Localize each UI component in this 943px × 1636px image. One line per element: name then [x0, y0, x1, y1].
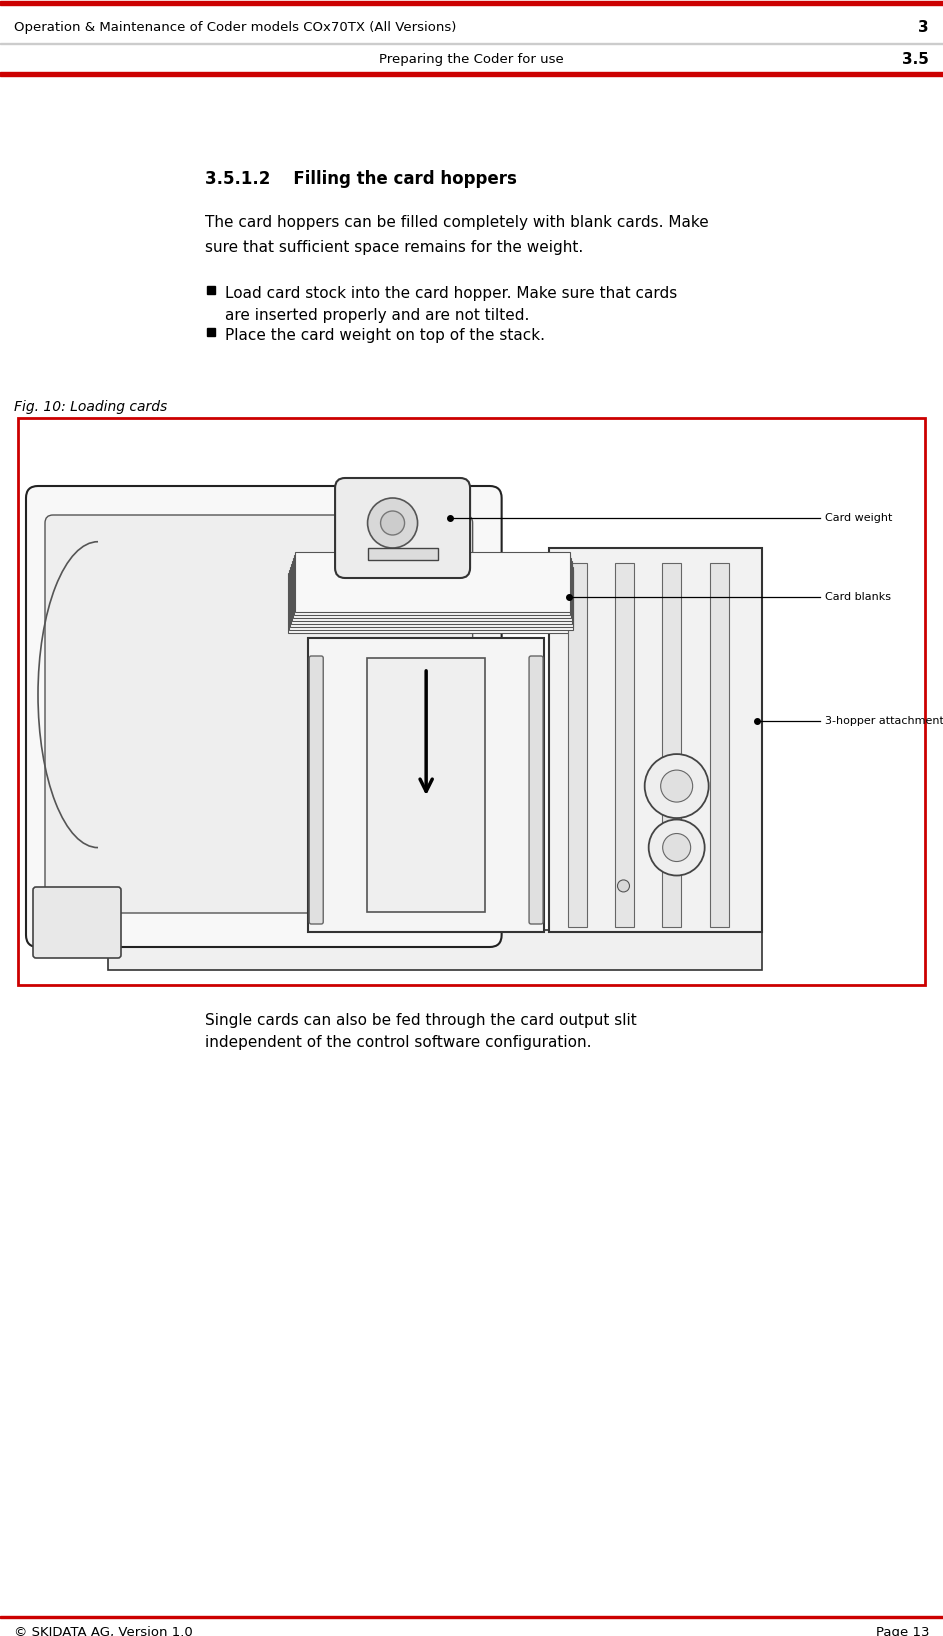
FancyBboxPatch shape: [33, 887, 121, 959]
Text: 3: 3: [918, 21, 929, 36]
Text: 3-hopper attachment: 3-hopper attachment: [825, 717, 943, 726]
Circle shape: [618, 880, 630, 892]
FancyBboxPatch shape: [309, 656, 323, 924]
Text: independent of the control software configuration.: independent of the control software conf…: [205, 1036, 591, 1050]
Bar: [663, 563, 682, 928]
Bar: [0, 1616, 943, 1618]
Text: Load card stock into the card hopper. Make sure that cards: Load card stock into the card hopper. Ma…: [225, 286, 677, 301]
Circle shape: [381, 510, 405, 535]
Text: Operation & Maintenance of Coder models COx70TX (All Versions): Operation & Maintenance of Coder models …: [14, 21, 456, 34]
Bar: [291, 561, 571, 622]
FancyBboxPatch shape: [108, 929, 762, 970]
Circle shape: [645, 754, 709, 818]
Text: The card hoppers can be filled completely with blank cards. Make: The card hoppers can be filled completel…: [205, 214, 709, 231]
Bar: [549, 548, 762, 933]
Text: Preparing the Coder for use: Preparing the Coder for use: [379, 54, 564, 67]
Bar: [290, 568, 572, 627]
Bar: [207, 286, 215, 294]
Text: Place the card weight on top of the stack.: Place the card weight on top of the stac…: [225, 327, 545, 344]
FancyBboxPatch shape: [335, 478, 470, 578]
Bar: [292, 558, 571, 618]
Text: Fig. 10: Loading cards: Fig. 10: Loading cards: [14, 399, 167, 414]
Circle shape: [661, 771, 693, 802]
Text: 3.5.1.2    Filling the card hoppers: 3.5.1.2 Filling the card hoppers: [205, 170, 517, 188]
Circle shape: [649, 820, 704, 875]
Bar: [368, 548, 438, 560]
Bar: [710, 563, 729, 928]
Bar: [308, 638, 544, 933]
Text: sure that sufficient space remains for the weight.: sure that sufficient space remains for t…: [205, 240, 584, 255]
Bar: [207, 327, 215, 335]
Text: © SKIDATA AG, Version 1.0: © SKIDATA AG, Version 1.0: [14, 1626, 192, 1636]
Bar: [615, 563, 634, 928]
Bar: [289, 573, 574, 633]
Text: 3.5: 3.5: [902, 52, 929, 67]
Bar: [291, 564, 572, 623]
Text: are inserted properly and are not tilted.: are inserted properly and are not tilted…: [225, 308, 529, 322]
Bar: [293, 555, 571, 615]
Text: Single cards can also be fed through the card output slit: Single cards can also be fed through the…: [205, 1013, 637, 1027]
Text: Card blanks: Card blanks: [825, 592, 891, 602]
Bar: [367, 658, 485, 911]
Text: Page 13: Page 13: [875, 1626, 929, 1636]
FancyBboxPatch shape: [529, 656, 543, 924]
FancyBboxPatch shape: [45, 515, 472, 913]
Bar: [290, 569, 573, 630]
Circle shape: [663, 833, 690, 862]
Circle shape: [368, 497, 418, 548]
Bar: [0, 2, 943, 5]
Bar: [18, 419, 925, 985]
Bar: [0, 72, 943, 75]
Text: Card weight: Card weight: [825, 514, 892, 524]
FancyBboxPatch shape: [26, 486, 502, 947]
Bar: [294, 551, 570, 612]
Bar: [568, 563, 587, 928]
